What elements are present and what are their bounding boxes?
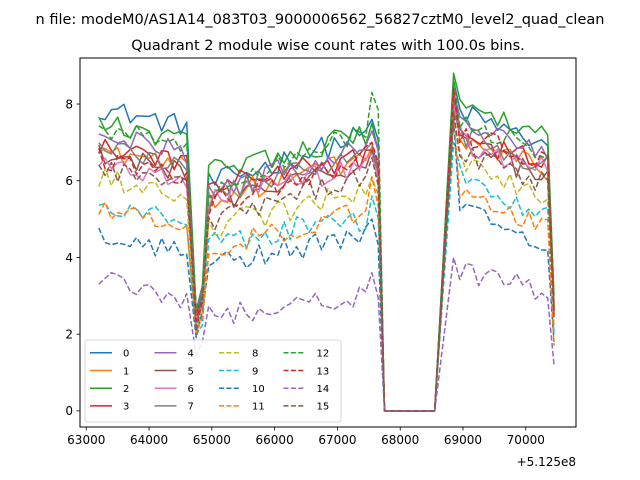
series-line-7 [98,99,555,412]
y-tick-label: 0 [65,404,73,418]
series-line-9 [98,141,555,412]
legend-label-1: 1 [123,366,129,377]
y-tick-label: 4 [65,251,73,265]
series-line-2 [98,72,555,412]
x-tick-label: 67000 [318,433,356,447]
y-axis: 0 2 4 6 8 [65,97,80,418]
legend-label-5: 5 [188,366,194,377]
series-line-15 [98,110,555,412]
series-line-10 [98,118,555,412]
legend-label-11: 11 [252,402,265,413]
legend-label-4: 4 [188,349,194,360]
legend-label-12: 12 [317,349,330,360]
x-tick-label: 70000 [507,433,545,447]
y-tick-label: 2 [65,327,73,341]
series-line-14 [98,256,555,412]
legend-label-0: 0 [123,349,129,360]
x-tick-label: 65000 [193,433,231,447]
legend-label-10: 10 [252,384,265,395]
legend-box [84,339,342,423]
chart-title: Quadrant 2 module wise count rates with … [131,38,525,54]
x-tick-label: 64000 [130,433,168,447]
series-line-8 [98,118,555,412]
x-offset-label: +5.125e8 [517,455,576,469]
x-tick-label: 69000 [444,433,482,447]
series-line-6 [98,103,555,412]
legend-label-7: 7 [188,402,194,413]
legend-label-6: 6 [188,384,194,395]
series-line-11 [98,110,555,412]
x-tick-label: 66000 [256,433,294,447]
x-tick-label: 63000 [67,433,105,447]
legend-label-9: 9 [252,366,258,377]
y-tick-label: 8 [65,97,73,111]
legend-label-14: 14 [317,384,330,395]
legend-label-15: 15 [317,402,330,413]
x-tick-label: 68000 [381,433,419,447]
legend-label-8: 8 [252,349,258,360]
plot-frame [79,57,577,428]
series-line-12 [98,76,555,412]
legend-label-2: 2 [123,384,129,395]
figure-suptitle: n file: modeM0/AS1A14_083T03_9000006562_… [36,12,605,28]
series-layer [98,72,555,412]
series-line-0 [98,80,555,412]
legend-label-3: 3 [123,402,129,413]
y-tick-label: 6 [65,174,73,188]
legend-label-13: 13 [317,366,330,377]
x-axis: 63000 64000 65000 66000 67000 68000 69000 70000 [67,427,545,447]
